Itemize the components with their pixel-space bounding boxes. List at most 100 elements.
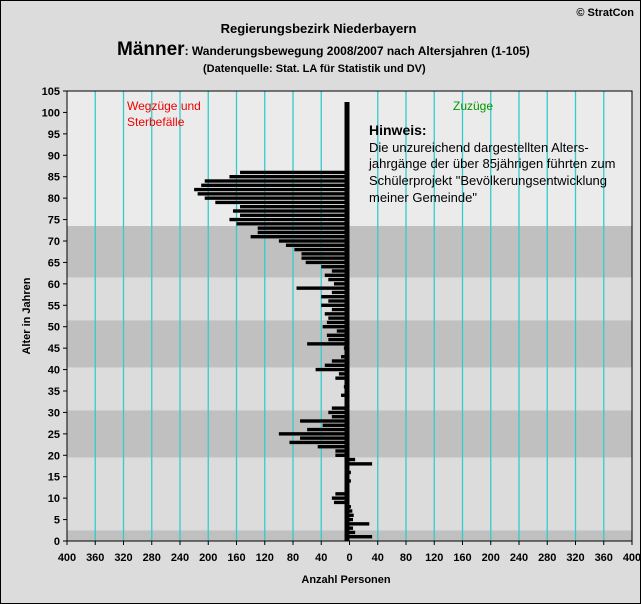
bar-age-31 xyxy=(331,406,350,410)
y-tick-label: 95 xyxy=(48,129,60,141)
x-tick-label: 360 xyxy=(595,552,613,564)
y-tick-label: 70 xyxy=(48,236,60,248)
bar-age-74 xyxy=(236,222,350,226)
bar-age-58 xyxy=(331,290,350,295)
y-tick-label: 65 xyxy=(48,257,60,269)
y-tick-label: 100 xyxy=(42,107,60,119)
bar-age-72 xyxy=(257,230,350,235)
bar-age-62 xyxy=(324,273,350,277)
x-tick-label: 400 xyxy=(623,552,640,564)
y-tick-label: 40 xyxy=(48,365,60,377)
bar-age-80 xyxy=(204,196,350,200)
bar-age-84 xyxy=(204,179,350,183)
copyright-label: © StratCon xyxy=(576,7,634,19)
bar-age-41 xyxy=(324,363,350,367)
bar-age-27 xyxy=(322,423,350,427)
x-tick-label: 280 xyxy=(143,552,161,564)
zuzuege-label: Zuzüge xyxy=(453,99,493,113)
bar-age-76 xyxy=(240,213,350,217)
y-tick-label: 0 xyxy=(54,536,60,548)
y-tick-label: 55 xyxy=(48,300,60,312)
note-line: Die unzureichend dargestellten Alters- xyxy=(369,140,589,155)
bar-age-18 xyxy=(349,462,373,466)
bar-age-30 xyxy=(328,410,350,415)
x-tick-label: 200 xyxy=(482,552,500,564)
x-tick-label: 400 xyxy=(58,552,76,564)
bar-age-39 xyxy=(338,372,350,376)
wegzuege-label: Wegzüge und xyxy=(127,99,201,113)
bar-age-65 xyxy=(305,260,350,265)
note-line: jahrgänge der über 85jährigen führten zu… xyxy=(368,156,615,171)
y-tick-label: 60 xyxy=(48,279,60,291)
x-axis-ticks: 400 360 320 280 240 200 160 120 80 40 0 40 80 120 160 2… xyxy=(58,541,640,564)
bar-age-26 xyxy=(307,427,350,432)
x-tick-label: 280 xyxy=(538,552,556,564)
bar-age-59 xyxy=(296,286,350,290)
bar-age-64 xyxy=(321,265,350,269)
x-tick-label: 200 xyxy=(199,552,217,564)
bar-age-53 xyxy=(324,312,350,316)
bar-age-78 xyxy=(240,205,350,209)
bar-age-73 xyxy=(257,226,350,230)
bar-age-4 xyxy=(349,522,370,526)
x-tick-label: 240 xyxy=(510,552,528,564)
sterbefaelle-label: Sterbefälle xyxy=(127,115,185,129)
subtitle-gender: Männer xyxy=(117,39,185,60)
x-tick-label: 360 xyxy=(86,552,104,564)
bar-age-77 xyxy=(232,209,350,213)
subtitle-text: : Wanderungsbewegung 2008/2007 nach Alte… xyxy=(184,44,530,58)
data-source-label: (Datenquelle: Stat. LA für Statistik und… xyxy=(203,63,426,75)
y-tick-label: 105 xyxy=(42,86,60,98)
bar-age-69 xyxy=(285,243,350,247)
bar-age-56 xyxy=(328,299,350,303)
x-tick-label: 240 xyxy=(171,552,189,564)
bar-age-42 xyxy=(331,359,350,363)
bar-age-25 xyxy=(278,432,350,436)
bar-age-67 xyxy=(301,252,350,256)
bar-age-61 xyxy=(328,277,350,282)
bar-age-1 xyxy=(349,535,373,539)
bar-age-38 xyxy=(335,376,350,380)
bar-age-20 xyxy=(335,453,350,457)
chart-subtitle: Männer: Wanderungsbewegung 2008/2007 nac… xyxy=(117,39,530,61)
y-tick-label: 25 xyxy=(48,429,60,441)
x-tick-label: 120 xyxy=(425,552,443,564)
note-line: Schülerprojekt "Bevölkerungsentwicklung xyxy=(369,173,607,188)
bar-age-82 xyxy=(194,187,350,192)
bar-age-47 xyxy=(328,337,350,342)
bar-age-11 xyxy=(335,492,350,496)
y-tick-label: 80 xyxy=(48,193,60,205)
bar-age-60 xyxy=(333,282,350,286)
bar-age-66 xyxy=(301,256,350,260)
bar-age-81 xyxy=(197,192,350,196)
bar-age-28 xyxy=(300,419,350,423)
bar-age-19 xyxy=(349,457,356,462)
bar-age-54 xyxy=(331,307,350,312)
bar-age-6 xyxy=(349,513,354,517)
bar-age-2 xyxy=(349,530,356,535)
y-axis-title: Alter in Jahren xyxy=(21,277,33,354)
bar-age-52 xyxy=(328,316,350,320)
y-tick-label: 45 xyxy=(48,343,60,355)
bar-age-22 xyxy=(317,445,350,449)
x-tick-label: 120 xyxy=(256,552,274,564)
bar-age-40 xyxy=(315,367,350,372)
x-axis-title: Anzahl Personen xyxy=(301,574,391,586)
bar-age-85 xyxy=(229,175,350,179)
bar-age-71 xyxy=(250,235,350,239)
bar-age-7 xyxy=(349,509,353,513)
x-tick-label: 0 xyxy=(346,552,352,564)
note-title: Hinweis: xyxy=(369,122,427,138)
bar-age-57 xyxy=(321,295,350,299)
bar-age-9 xyxy=(333,500,350,505)
bar-age-51 xyxy=(326,320,350,325)
bar-age-8 xyxy=(349,505,351,509)
bar-age-14 xyxy=(349,479,351,483)
age-bars xyxy=(194,170,373,539)
bar-age-86 xyxy=(240,170,350,175)
x-tick-label: 160 xyxy=(453,552,471,564)
bar-age-55 xyxy=(321,303,350,307)
grid-lines xyxy=(94,91,605,541)
bar-age-70 xyxy=(278,239,350,243)
